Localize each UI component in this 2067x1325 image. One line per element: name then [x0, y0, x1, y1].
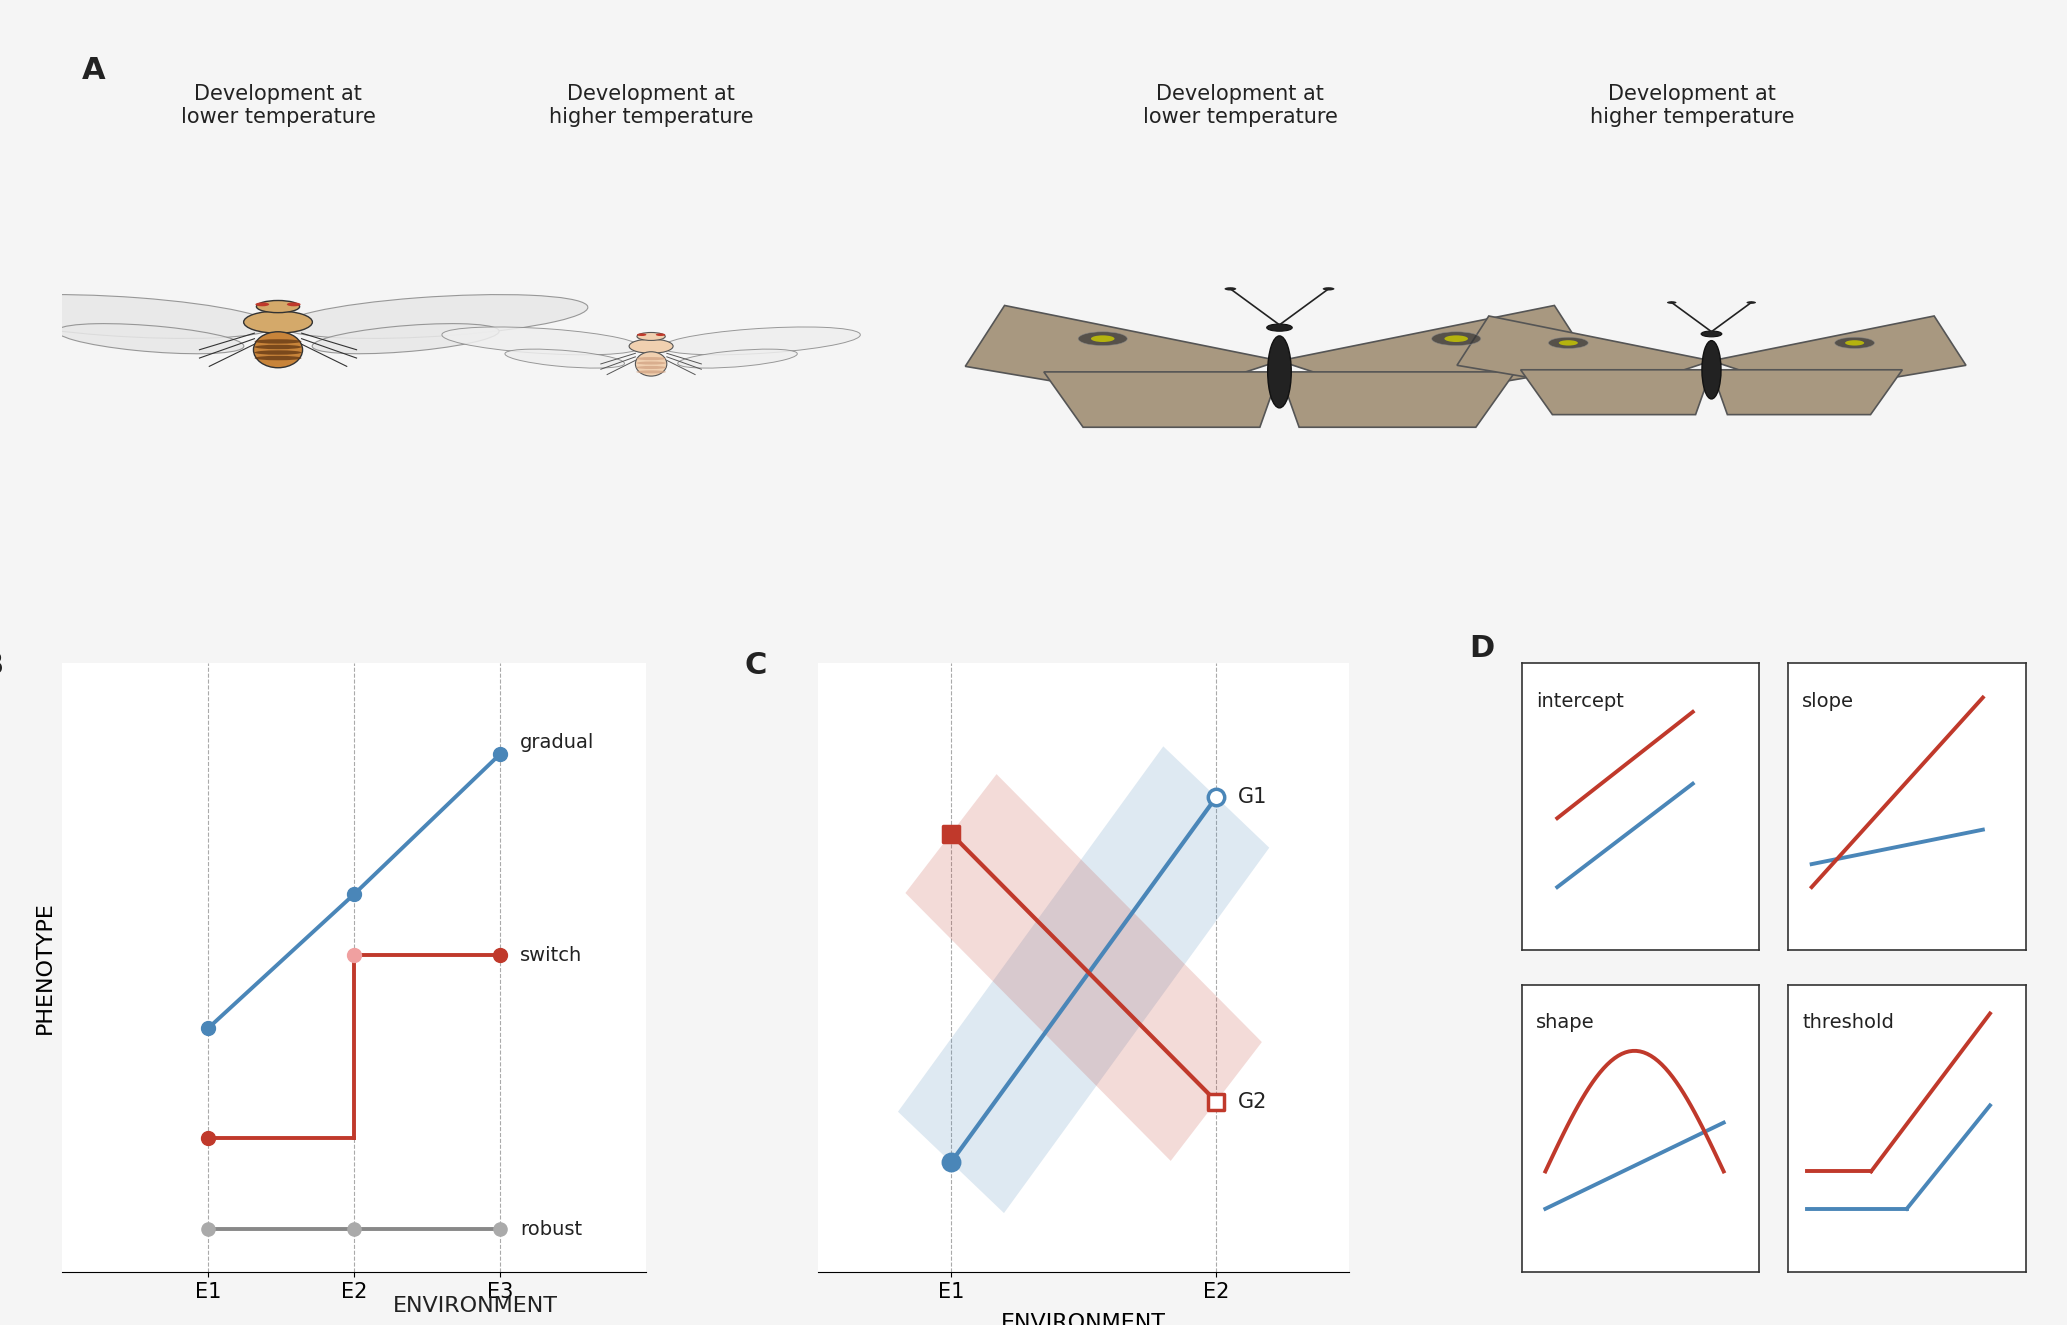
Ellipse shape — [254, 356, 302, 360]
Ellipse shape — [244, 311, 312, 333]
Polygon shape — [965, 306, 1279, 400]
Ellipse shape — [442, 327, 641, 355]
Polygon shape — [1521, 370, 1711, 415]
Ellipse shape — [1267, 325, 1292, 331]
Point — [337, 884, 370, 905]
Text: A: A — [83, 57, 105, 85]
Text: ENVIRONMENT: ENVIRONMENT — [393, 1296, 558, 1316]
Point — [337, 945, 370, 966]
Ellipse shape — [1701, 331, 1722, 337]
Ellipse shape — [1666, 301, 1676, 303]
Point — [934, 1151, 967, 1173]
Text: Development at
higher temperature: Development at higher temperature — [550, 83, 752, 127]
Ellipse shape — [1548, 338, 1587, 348]
Text: robust: robust — [521, 1220, 583, 1239]
Polygon shape — [1711, 370, 1902, 415]
Ellipse shape — [637, 356, 666, 360]
Point — [484, 743, 517, 765]
Point — [1199, 787, 1232, 808]
Point — [192, 1018, 225, 1039]
Text: C: C — [744, 651, 767, 680]
Point — [337, 1219, 370, 1240]
Ellipse shape — [1445, 335, 1468, 342]
Ellipse shape — [1747, 301, 1757, 303]
Text: threshold: threshold — [1802, 1014, 1893, 1032]
Polygon shape — [1279, 372, 1515, 427]
Ellipse shape — [678, 348, 798, 368]
Ellipse shape — [637, 371, 666, 374]
Polygon shape — [1044, 372, 1279, 427]
Text: gradual: gradual — [521, 733, 595, 751]
Text: switch: switch — [521, 946, 583, 965]
Text: Development at
lower temperature: Development at lower temperature — [1143, 83, 1337, 127]
Ellipse shape — [1267, 337, 1292, 408]
Ellipse shape — [635, 351, 668, 376]
Ellipse shape — [637, 366, 666, 370]
Ellipse shape — [628, 339, 674, 354]
Polygon shape — [905, 774, 1261, 1161]
Ellipse shape — [637, 333, 666, 341]
Point — [192, 1219, 225, 1240]
Ellipse shape — [504, 348, 624, 368]
Text: slope: slope — [1802, 692, 1854, 710]
Ellipse shape — [256, 301, 300, 313]
Y-axis label: PHENOTYPE: PHENOTYPE — [35, 901, 56, 1034]
Text: shape: shape — [1536, 1014, 1594, 1032]
Ellipse shape — [655, 334, 666, 337]
Ellipse shape — [1835, 338, 1875, 348]
Polygon shape — [1279, 306, 1594, 400]
Text: B: B — [0, 651, 4, 680]
Ellipse shape — [1091, 335, 1114, 342]
Ellipse shape — [312, 323, 498, 354]
Ellipse shape — [283, 294, 587, 338]
Point — [192, 1128, 225, 1149]
Text: intercept: intercept — [1536, 692, 1625, 710]
Ellipse shape — [1224, 288, 1236, 290]
Text: D: D — [1470, 635, 1494, 664]
Text: Development at
higher temperature: Development at higher temperature — [1590, 83, 1794, 127]
Ellipse shape — [58, 323, 244, 354]
Polygon shape — [1711, 315, 1966, 392]
Ellipse shape — [254, 339, 302, 343]
Ellipse shape — [1701, 341, 1722, 399]
Ellipse shape — [637, 334, 647, 337]
X-axis label: ENVIRONMENT: ENVIRONMENT — [1000, 1313, 1166, 1325]
Text: Development at
lower temperature: Development at lower temperature — [180, 83, 376, 127]
Ellipse shape — [287, 302, 300, 306]
Ellipse shape — [0, 294, 273, 338]
Ellipse shape — [1559, 341, 1577, 346]
Ellipse shape — [1323, 288, 1335, 290]
Ellipse shape — [637, 362, 666, 364]
Point — [484, 1219, 517, 1240]
Point — [484, 945, 517, 966]
Text: G1: G1 — [1238, 787, 1267, 807]
Polygon shape — [1457, 315, 1711, 392]
Point — [1199, 1090, 1232, 1112]
Ellipse shape — [254, 344, 302, 350]
Ellipse shape — [1432, 331, 1480, 346]
Ellipse shape — [661, 327, 860, 355]
Ellipse shape — [1079, 331, 1127, 346]
Ellipse shape — [254, 350, 302, 355]
Text: G2: G2 — [1238, 1092, 1267, 1112]
Ellipse shape — [254, 331, 302, 368]
Point — [934, 823, 967, 844]
Ellipse shape — [1846, 341, 1864, 346]
Polygon shape — [897, 746, 1269, 1214]
Ellipse shape — [256, 302, 269, 306]
